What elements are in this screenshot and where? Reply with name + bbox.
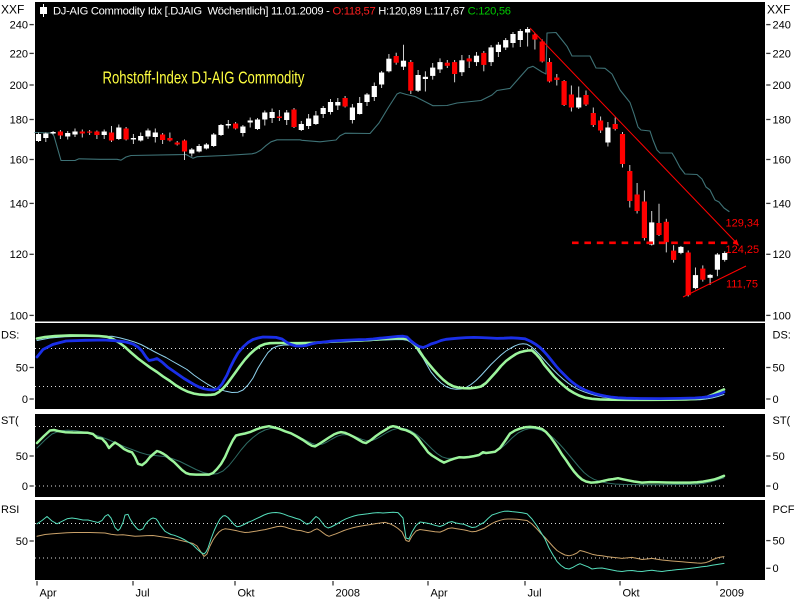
svg-text:Jul: Jul (136, 588, 150, 600)
svg-text:50: 50 (16, 451, 28, 463)
svg-text:2009: 2009 (720, 588, 744, 600)
svg-text:200: 200 (10, 80, 28, 92)
svg-text:2008: 2008 (336, 588, 360, 600)
svg-text:120: 120 (10, 249, 28, 261)
svg-text:100: 100 (10, 310, 28, 322)
svg-text:0: 0 (22, 394, 28, 406)
svg-text:50: 50 (773, 536, 785, 548)
svg-text:50: 50 (773, 451, 785, 463)
svg-text:Okt: Okt (623, 588, 640, 600)
svg-text:240: 240 (773, 20, 791, 32)
svg-text:180: 180 (10, 114, 28, 126)
svg-text:Apr: Apr (431, 588, 448, 600)
svg-text:160: 160 (10, 154, 28, 166)
svg-text:0: 0 (22, 481, 28, 493)
svg-text:DS:: DS: (1, 330, 19, 342)
svg-text:PCF: PCF (773, 504, 795, 516)
svg-text:129,34: 129,34 (726, 218, 760, 230)
svg-text:XXF: XXF (1, 3, 24, 17)
svg-text:0: 0 (773, 394, 779, 406)
svg-text:RSI: RSI (1, 504, 19, 516)
svg-text:ST(: ST( (773, 415, 791, 427)
svg-text:220: 220 (773, 48, 791, 60)
svg-text:240: 240 (10, 20, 28, 32)
svg-text:50: 50 (773, 362, 785, 374)
svg-text:0: 0 (773, 481, 779, 493)
svg-text:124,25: 124,25 (726, 244, 760, 256)
svg-text:50: 50 (16, 536, 28, 548)
svg-text:0: 0 (773, 563, 779, 575)
svg-text:220: 220 (10, 48, 28, 60)
svg-text:Okt: Okt (238, 588, 255, 600)
svg-text:100: 100 (773, 310, 791, 322)
svg-text:Jul: Jul (528, 588, 542, 600)
svg-text:Rohstoff-Index DJ-AIG Commodit: Rohstoff-Index DJ-AIG Commodity (103, 68, 305, 88)
svg-text:200: 200 (773, 80, 791, 92)
svg-text:50: 50 (16, 362, 28, 374)
svg-text:180: 180 (773, 114, 791, 126)
svg-text:140: 140 (773, 198, 791, 210)
svg-text:Apr: Apr (40, 588, 57, 600)
svg-text:140: 140 (10, 198, 28, 210)
svg-text:120: 120 (773, 249, 791, 261)
svg-text:DS:: DS: (773, 330, 791, 342)
svg-text:160: 160 (773, 154, 791, 166)
svg-text:ST(: ST( (1, 415, 19, 427)
svg-text:DJ-AIG Commodity Idx [.DJAIG: DJ-AIG Commodity Idx [.DJAIG Wöchentlich… (53, 6, 511, 18)
svg-text:XXF: XXF (767, 3, 790, 17)
svg-text:111,75: 111,75 (726, 279, 758, 291)
